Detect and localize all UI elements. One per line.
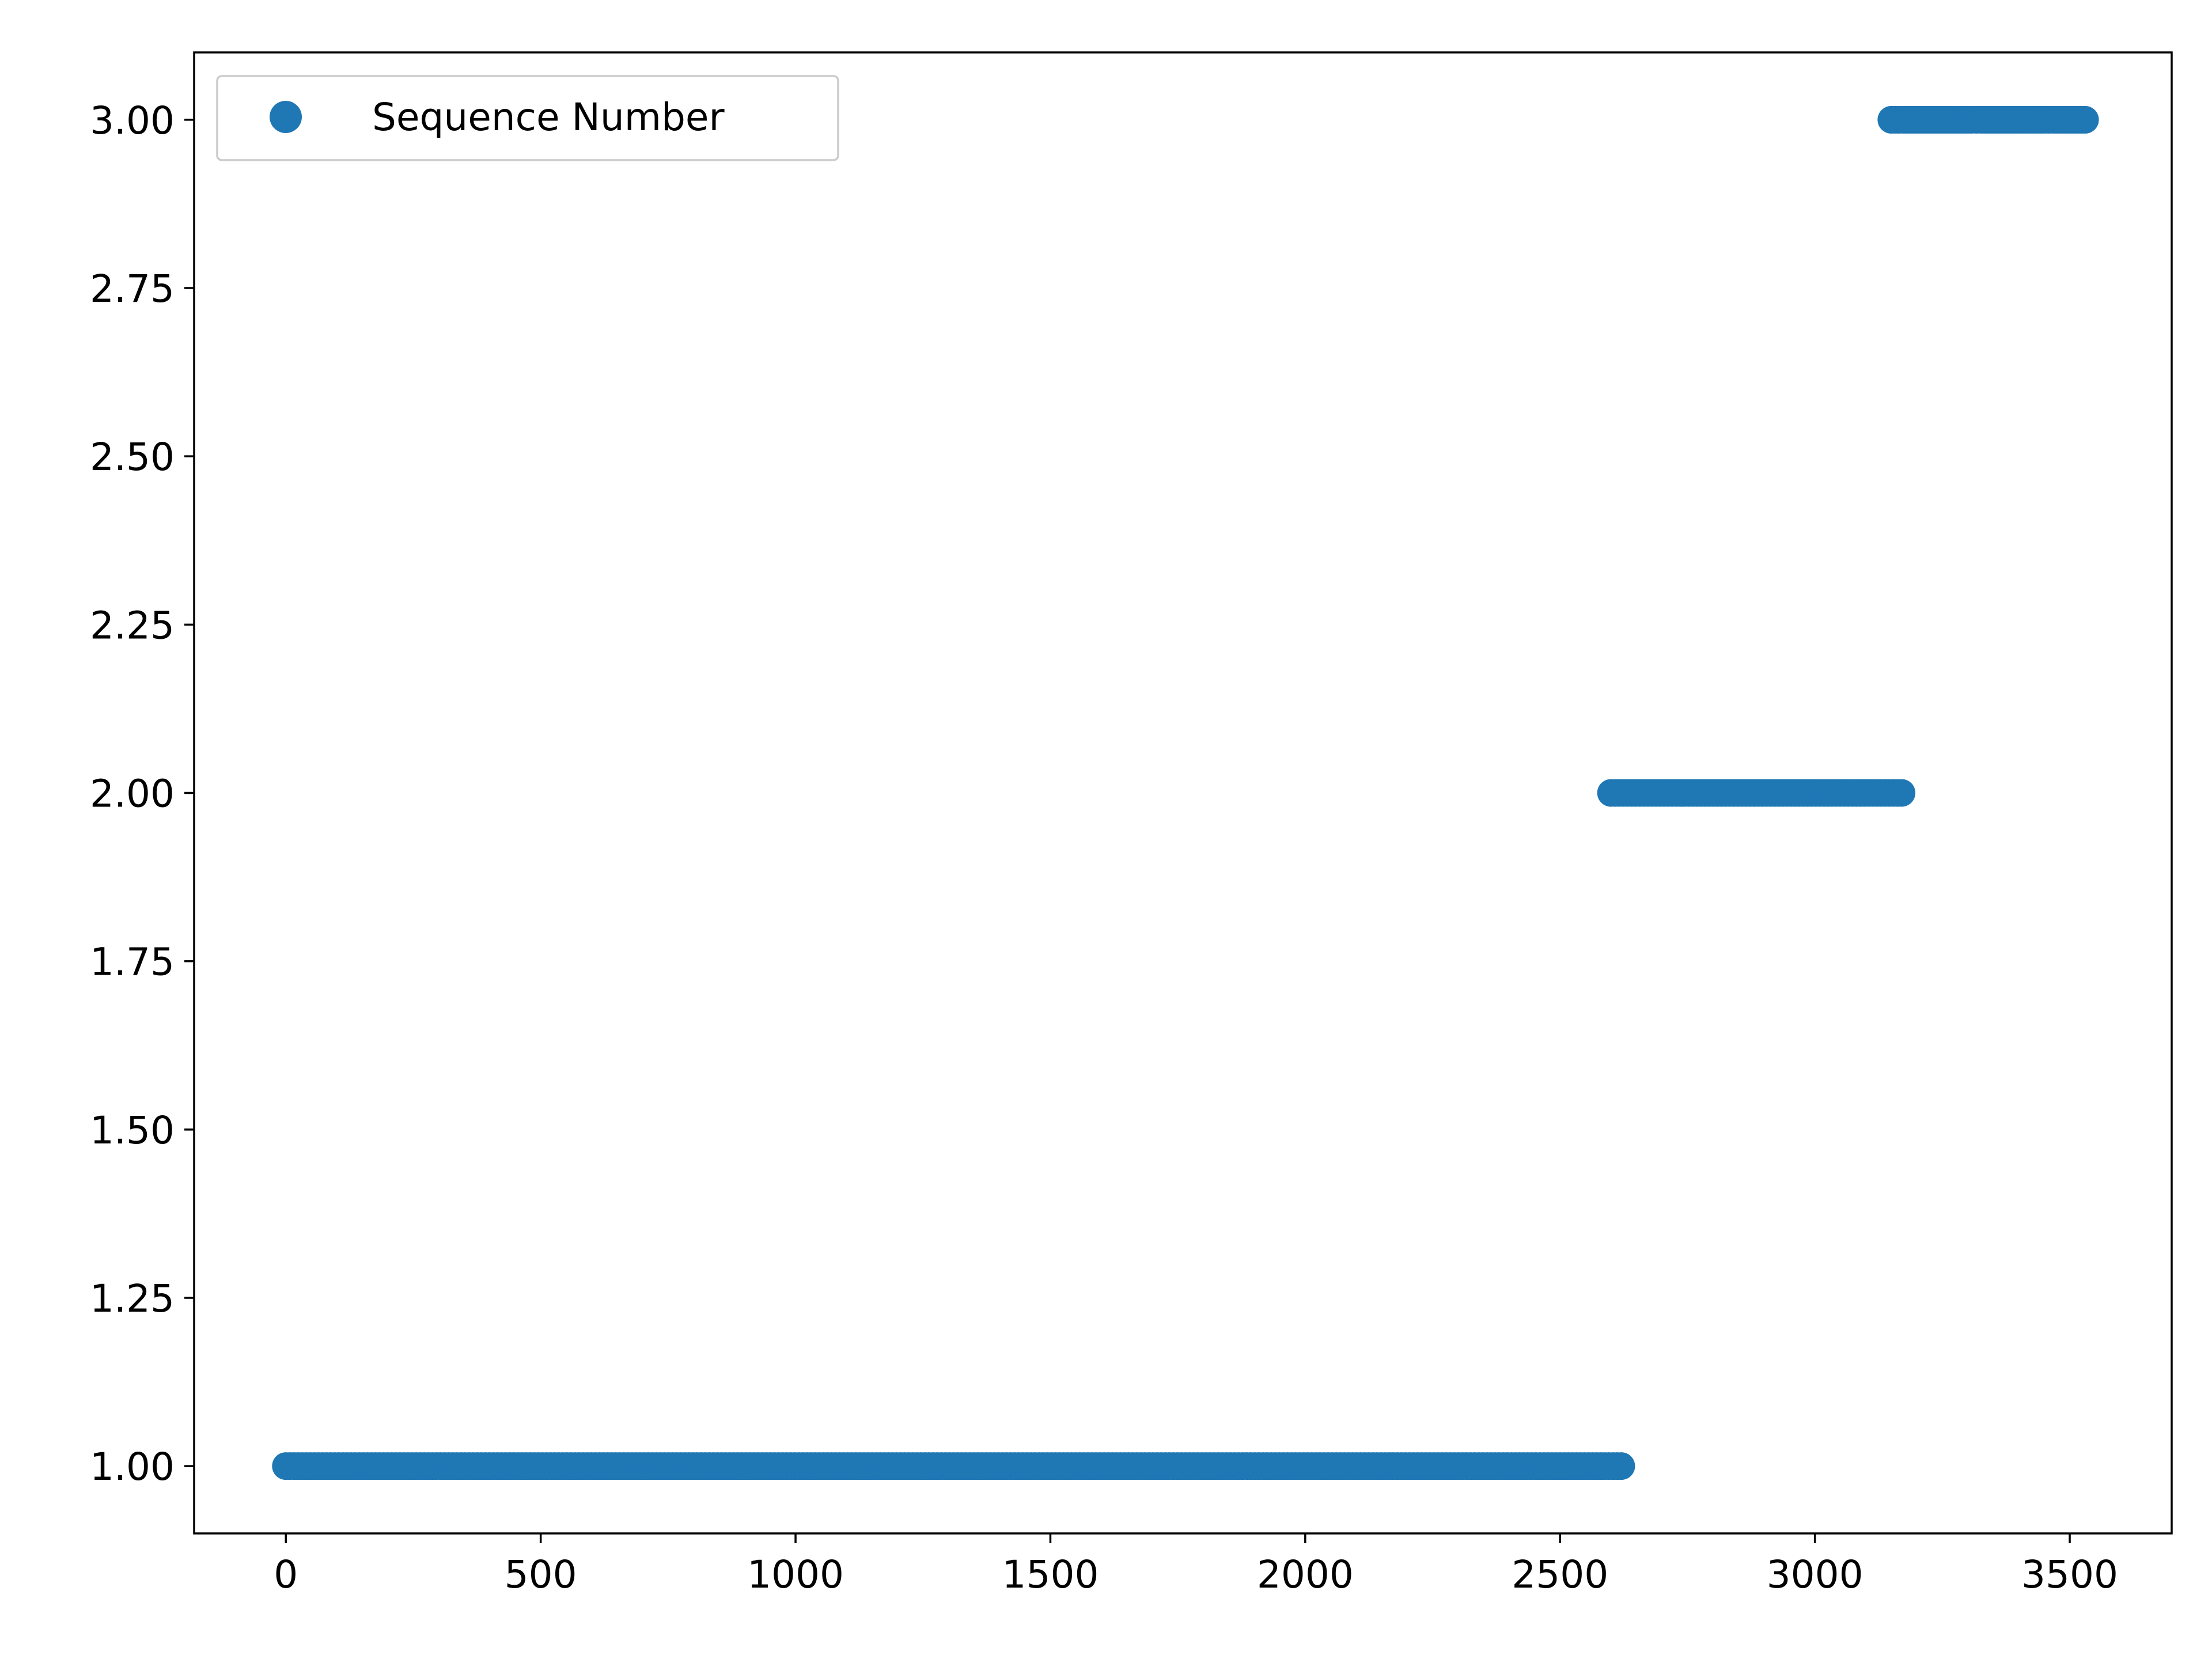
y-tick-label: 1.25 — [90, 1277, 175, 1321]
y-tick-label: 1.50 — [90, 1108, 175, 1153]
x-tick-label: 0 — [274, 1552, 298, 1597]
y-tick-label: 1.00 — [90, 1445, 175, 1489]
y-tick-label: 1.75 — [90, 940, 175, 984]
y-tick-label: 2.25 — [90, 603, 175, 647]
x-tick-label: 3500 — [2021, 1552, 2118, 1597]
y-tick-label: 2.00 — [90, 772, 175, 816]
x-tick-label: 2000 — [1257, 1552, 1354, 1597]
legend: Sequence Number — [216, 75, 839, 161]
y-axis-ticks: 1.00 1.25 1.50 1.75 2.00 2.25 2.50 2.75 3.00 — [90, 99, 194, 1489]
legend-box — [216, 75, 839, 161]
plot-frame — [193, 51, 2173, 1535]
x-tick-label: 1000 — [747, 1552, 844, 1597]
x-tick-label: 1500 — [1002, 1552, 1099, 1597]
legend-marker — [270, 101, 302, 133]
x-tick-label: 2500 — [1512, 1552, 1608, 1597]
data-points — [272, 105, 2099, 1480]
data-point — [2071, 105, 2099, 134]
y-tick-label: 2.50 — [90, 435, 175, 479]
legend-label: Sequence Number — [372, 95, 725, 139]
data-point — [1888, 779, 1916, 807]
x-tick-label: 500 — [505, 1552, 577, 1597]
y-tick-label: 3.00 — [90, 99, 175, 143]
x-tick-label: 3000 — [1767, 1552, 1863, 1597]
y-tick-label: 2.75 — [90, 267, 175, 311]
data-point — [1607, 1452, 1635, 1480]
x-axis-ticks: 0 500 1000 1500 2000 2500 3000 3500 — [274, 1533, 2118, 1597]
